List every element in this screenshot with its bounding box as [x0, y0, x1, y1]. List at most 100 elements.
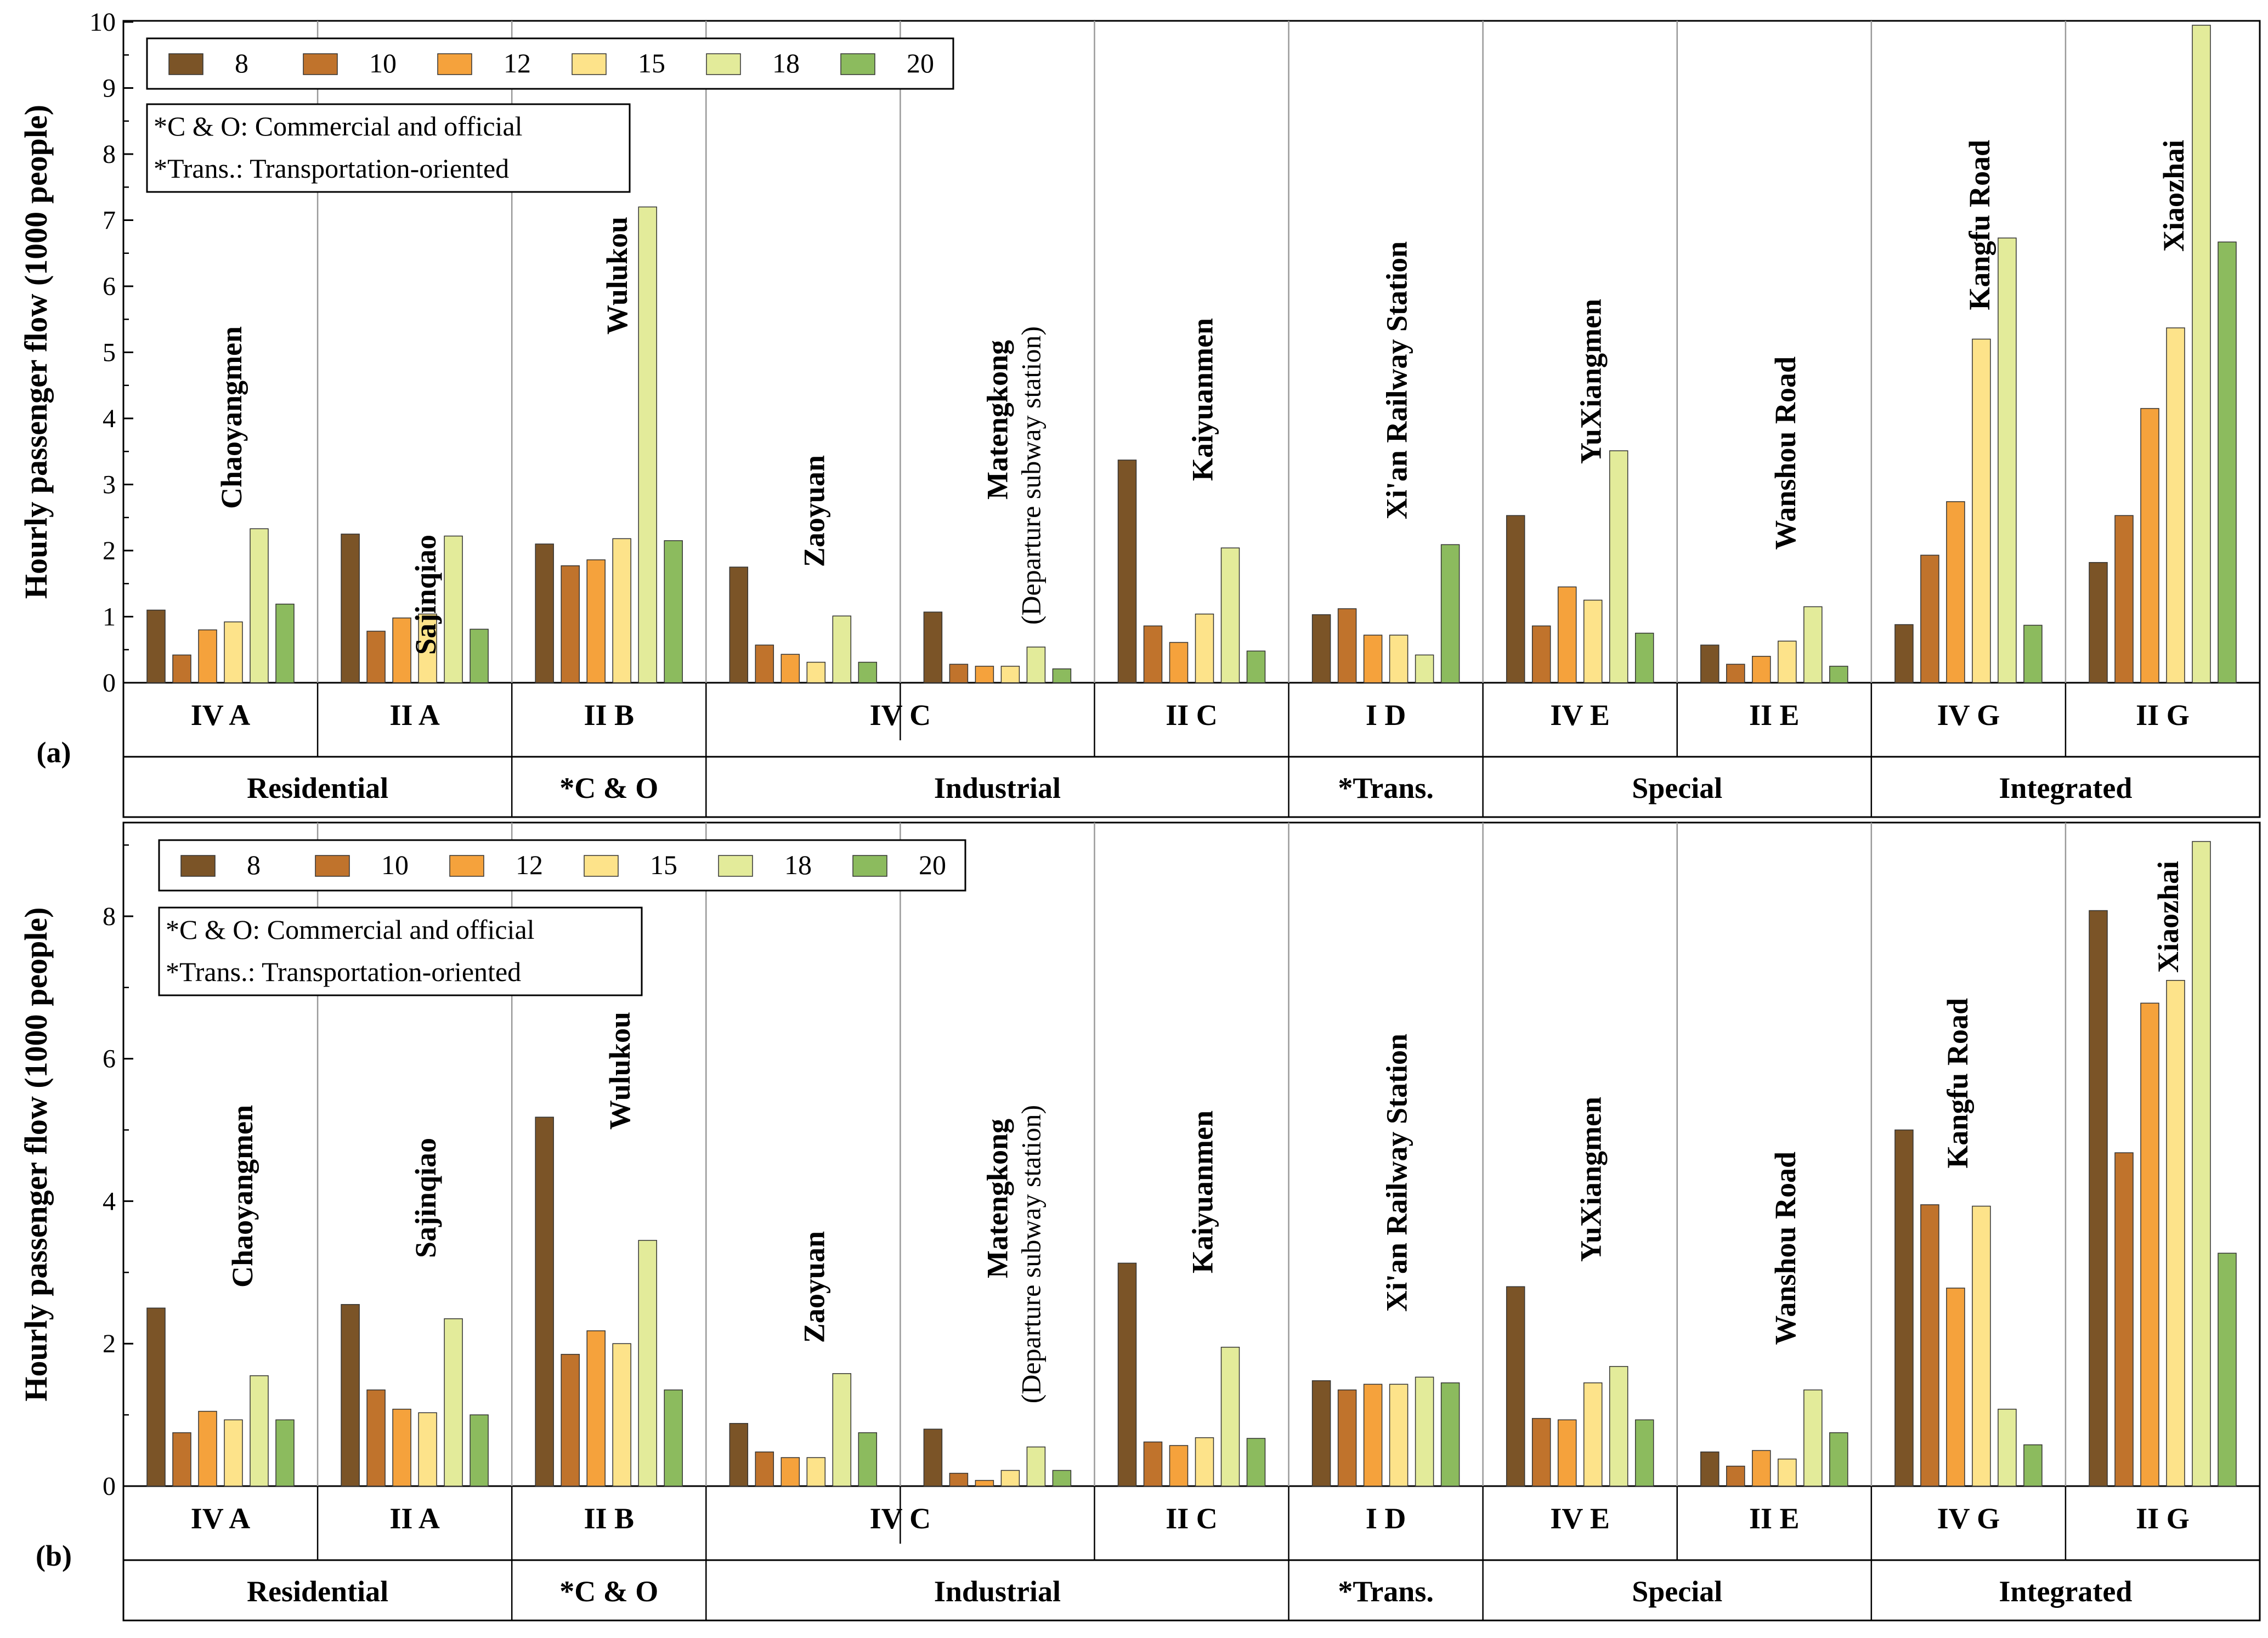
- bar-panel-b-xiaozhai-20: [2218, 1252, 2237, 1487]
- bar-panel-a-yuxiangmen-12: [1557, 586, 1577, 683]
- bar-panel-a-chaoyangmen-20: [275, 603, 295, 683]
- bar-panel-b-kangfu-road-20: [2023, 1444, 2043, 1487]
- bar-panel-a-yuxiangmen-8: [1506, 515, 1525, 683]
- panel-a-category-label: II G: [2136, 699, 2190, 732]
- panel-b-category-label: I D: [1366, 1502, 1406, 1535]
- bar-panel-b-xiaozhai-10: [2114, 1152, 2134, 1487]
- panel-b-station-label-xi-an-railway-station: Xi'an Railway Station: [1381, 1034, 1413, 1312]
- bar-panel-b-kaiyuanmen-10: [1143, 1441, 1163, 1487]
- bar-panel-a-matengkong-18: [1026, 647, 1046, 683]
- panel-b-y-axis-label: Hourly passenger flow (1000 people): [18, 907, 54, 1401]
- panel-b-chart: 0 2 4 6 8 Hourly passenger flow (1000 people)…: [18, 821, 2261, 1622]
- panel-a-y-tick-label: 8: [103, 140, 116, 169]
- panel-b-station-label-sajinqiao: Sajinqiao: [409, 1138, 442, 1258]
- panel-a-station-label-zaoyuan: Zaoyuan: [798, 455, 830, 567]
- bar-panel-a-kaiyuanmen-15: [1195, 613, 1214, 683]
- panel-a-category-label: IV G: [1937, 699, 2000, 732]
- panel-b-station-label-wanshou-road: Wanshou Road: [1769, 1152, 1802, 1345]
- bar-panel-a-yuxiangmen-10: [1531, 625, 1551, 683]
- bar-panel-b-yuxiangmen-10: [1531, 1418, 1551, 1487]
- bar-panel-b-sajinqiao-20: [470, 1414, 489, 1487]
- bar-panel-a-xi-an-railway-station-12: [1363, 634, 1383, 683]
- bar-panel-b-zaoyuan-10: [755, 1451, 774, 1487]
- bar-panel-b-yuxiangmen-8: [1506, 1286, 1525, 1487]
- bar-panel-a-yuxiangmen-15: [1583, 599, 1603, 683]
- bar-panel-a-wanshou-road-12: [1752, 656, 1771, 683]
- bar-panel-b-matengkong-18: [1026, 1446, 1046, 1487]
- bar-panel-a-xiaozhai-18: [2192, 25, 2211, 683]
- panel-b-legend: 8 10 12 15 18 20: [158, 839, 966, 892]
- panel-b-station-label-yuxiangmen: YuXiangmen: [1575, 1097, 1608, 1262]
- bar-panel-a-chaoyangmen-18: [250, 528, 269, 683]
- panel-a-legend: 8 10 12 15 18 20: [146, 37, 954, 90]
- bar-panel-b-sajinqiao-18: [444, 1318, 463, 1487]
- bar-panel-a-wulukou-12: [586, 559, 606, 683]
- panel-a-y-tick-label: 3: [103, 471, 116, 500]
- bar-panel-a-zaoyuan-12: [780, 654, 800, 683]
- panel-a-category-label: IV E: [1550, 699, 1610, 732]
- panel-b-legend-box: [158, 839, 966, 892]
- panel-a-group-label-special: Special: [1632, 772, 1722, 804]
- panel-a-station-label-wanshou-road: Wanshou Road: [1769, 356, 1802, 550]
- panel-b-note-line: *C & O: Commercial and official: [166, 914, 535, 945]
- panel-a-station-label-chaoyangmen: Chaoyangmen: [215, 326, 248, 509]
- bar-panel-b-wanshou-road-18: [1803, 1389, 1823, 1487]
- bar-panel-b-wanshou-road-12: [1752, 1450, 1771, 1487]
- bar-panel-b-sajinqiao-12: [392, 1408, 411, 1487]
- panel-b-station-label-kaiyuanmen: Kaiyuanmen: [1186, 1110, 1219, 1273]
- panel-b-category-label: II B: [584, 1502, 634, 1535]
- panel-a-group-label-trans: *Trans.: [1338, 772, 1434, 804]
- bar-panel-b-kangfu-road-18: [1998, 1408, 2017, 1487]
- bar-panel-a-wulukou-18: [638, 206, 657, 683]
- panel-b-legend-swatch-20: [852, 855, 887, 877]
- bar-panel-b-wulukou-15: [612, 1343, 631, 1487]
- panel-b-notes: *C & O: Commercial and official *Trans.: …: [158, 906, 643, 996]
- bar-panel-b-chaoyangmen-20: [275, 1419, 295, 1487]
- bar-panel-a-xi-an-railway-station-15: [1389, 634, 1409, 683]
- bar-panel-b-zaoyuan-18: [832, 1373, 852, 1487]
- bar-panel-b-chaoyangmen-12: [198, 1410, 217, 1487]
- bar-panel-b-xiaozhai-8: [2089, 910, 2108, 1487]
- bar-panel-b-zaoyuan-8: [729, 1422, 749, 1487]
- panel-b-legend-label-20: 20: [919, 849, 946, 880]
- bar-panel-b-kaiyuanmen-15: [1195, 1437, 1214, 1487]
- bar-panel-a-sajinqiao-18: [444, 535, 463, 683]
- bar-panel-b-kangfu-road-15: [1972, 1205, 1991, 1487]
- panel-b-station-label-matengkong: Matengkong: [981, 1119, 1014, 1278]
- panel-a-station-label-yuxiangmen: YuXiangmen: [1575, 299, 1608, 464]
- panel-a-note-line: *C & O: Commercial and official: [154, 111, 523, 141]
- bar-panel-b-wanshou-road-15: [1778, 1458, 1797, 1487]
- panel-b-station-label-zaoyuan: Zaoyuan: [798, 1231, 830, 1343]
- bar-panel-a-wulukou-20: [664, 540, 683, 683]
- bar-panel-a-xiaozhai-15: [2166, 327, 2185, 683]
- bar-panel-b-kangfu-road-10: [1920, 1204, 1939, 1487]
- bar-panel-b-kaiyuanmen-20: [1246, 1438, 1266, 1487]
- bar-panel-b-wulukou-10: [561, 1353, 580, 1487]
- bar-panel-b-zaoyuan-15: [806, 1457, 826, 1487]
- panel-a-station-label-wulukou: Wulukou: [601, 217, 634, 335]
- bar-panel-b-xiaozhai-18: [2192, 841, 2211, 1487]
- panel-a-y-tick-label: 10: [89, 8, 116, 37]
- panel-b-notes-box: [158, 906, 643, 996]
- bar-panel-b-chaoyangmen-10: [172, 1432, 191, 1487]
- panel-a-legend-label-10: 10: [369, 48, 397, 78]
- panel-a-station-label-kangfu-road: Kangfu Road: [1963, 140, 1996, 310]
- bar-panel-b-wulukou-18: [638, 1240, 657, 1487]
- panel-a-legend-label-8: 8: [235, 48, 248, 78]
- panel-b-legend-label-15: 15: [650, 849, 677, 880]
- bar-panel-b-yuxiangmen-18: [1609, 1366, 1628, 1487]
- panel-a-notes-box: [146, 103, 631, 193]
- bar-panel-b-matengkong-12: [975, 1480, 994, 1487]
- panel-b-station-label-kangfu-road: Kangfu Road: [1941, 998, 1974, 1169]
- bar-panel-a-kangfu-road-20: [2023, 625, 2043, 683]
- panel-b-note-line: *Trans.: Transportation-oriented: [166, 956, 521, 987]
- bar-panel-b-sajinqiao-8: [341, 1304, 360, 1487]
- panel-a-group-label-residential: Residential: [247, 772, 388, 804]
- panel-a-y-tick-label: 6: [103, 272, 116, 301]
- bar-panel-b-sajinqiao-10: [366, 1389, 386, 1487]
- bar-panel-a-chaoyangmen-12: [198, 629, 217, 683]
- bar-panel-b-yuxiangmen-15: [1583, 1382, 1603, 1487]
- bar-panel-b-wulukou-20: [664, 1389, 683, 1487]
- panel-a-category-label: I D: [1366, 699, 1406, 732]
- panel-a-legend-label-15: 15: [638, 48, 665, 78]
